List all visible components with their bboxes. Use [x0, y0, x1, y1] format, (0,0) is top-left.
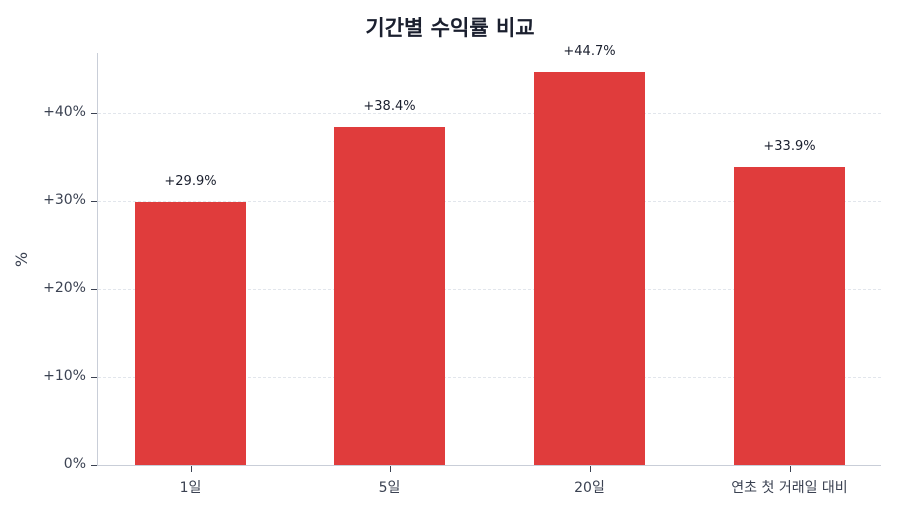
y-tick-mark — [91, 289, 97, 290]
y-tick-label: +10% — [43, 368, 86, 384]
bar — [534, 71, 645, 465]
y-axis-line — [97, 53, 98, 466]
gridline — [98, 113, 881, 114]
y-tick-mark — [91, 377, 97, 378]
y-tick-mark — [91, 201, 97, 202]
y-tick-label: +30% — [43, 192, 86, 208]
gridline — [98, 377, 881, 378]
x-tick-label: 20일 — [574, 480, 605, 496]
y-axis-label: % — [12, 251, 32, 268]
x-tick-label: 연초 첫 거래일 대비 — [731, 480, 848, 496]
bar — [334, 127, 445, 465]
chart-title: 기간별 수익률 비교 — [365, 16, 535, 40]
x-tick-mark — [589, 466, 591, 472]
y-tick-label: 0% — [63, 456, 86, 472]
bar-value-label: +44.7% — [563, 43, 616, 59]
y-tick-label: +40% — [43, 104, 86, 120]
x-axis-line — [97, 465, 881, 466]
y-tick-label: +20% — [43, 280, 86, 296]
x-tick-mark — [389, 466, 391, 472]
bar-value-label: +33.9% — [763, 138, 816, 154]
x-tick-label: 5일 — [378, 480, 401, 496]
bar-value-label: +38.4% — [363, 99, 416, 115]
gridline — [98, 289, 881, 290]
x-tick-mark — [190, 466, 192, 472]
y-tick-mark — [91, 465, 97, 466]
bar — [135, 201, 246, 465]
bar-value-label: +29.9% — [164, 173, 217, 189]
gridline — [98, 201, 881, 202]
x-tick-mark — [789, 466, 791, 472]
bar — [734, 166, 845, 465]
x-tick-label: 1일 — [179, 480, 202, 496]
y-tick-mark — [91, 113, 97, 114]
